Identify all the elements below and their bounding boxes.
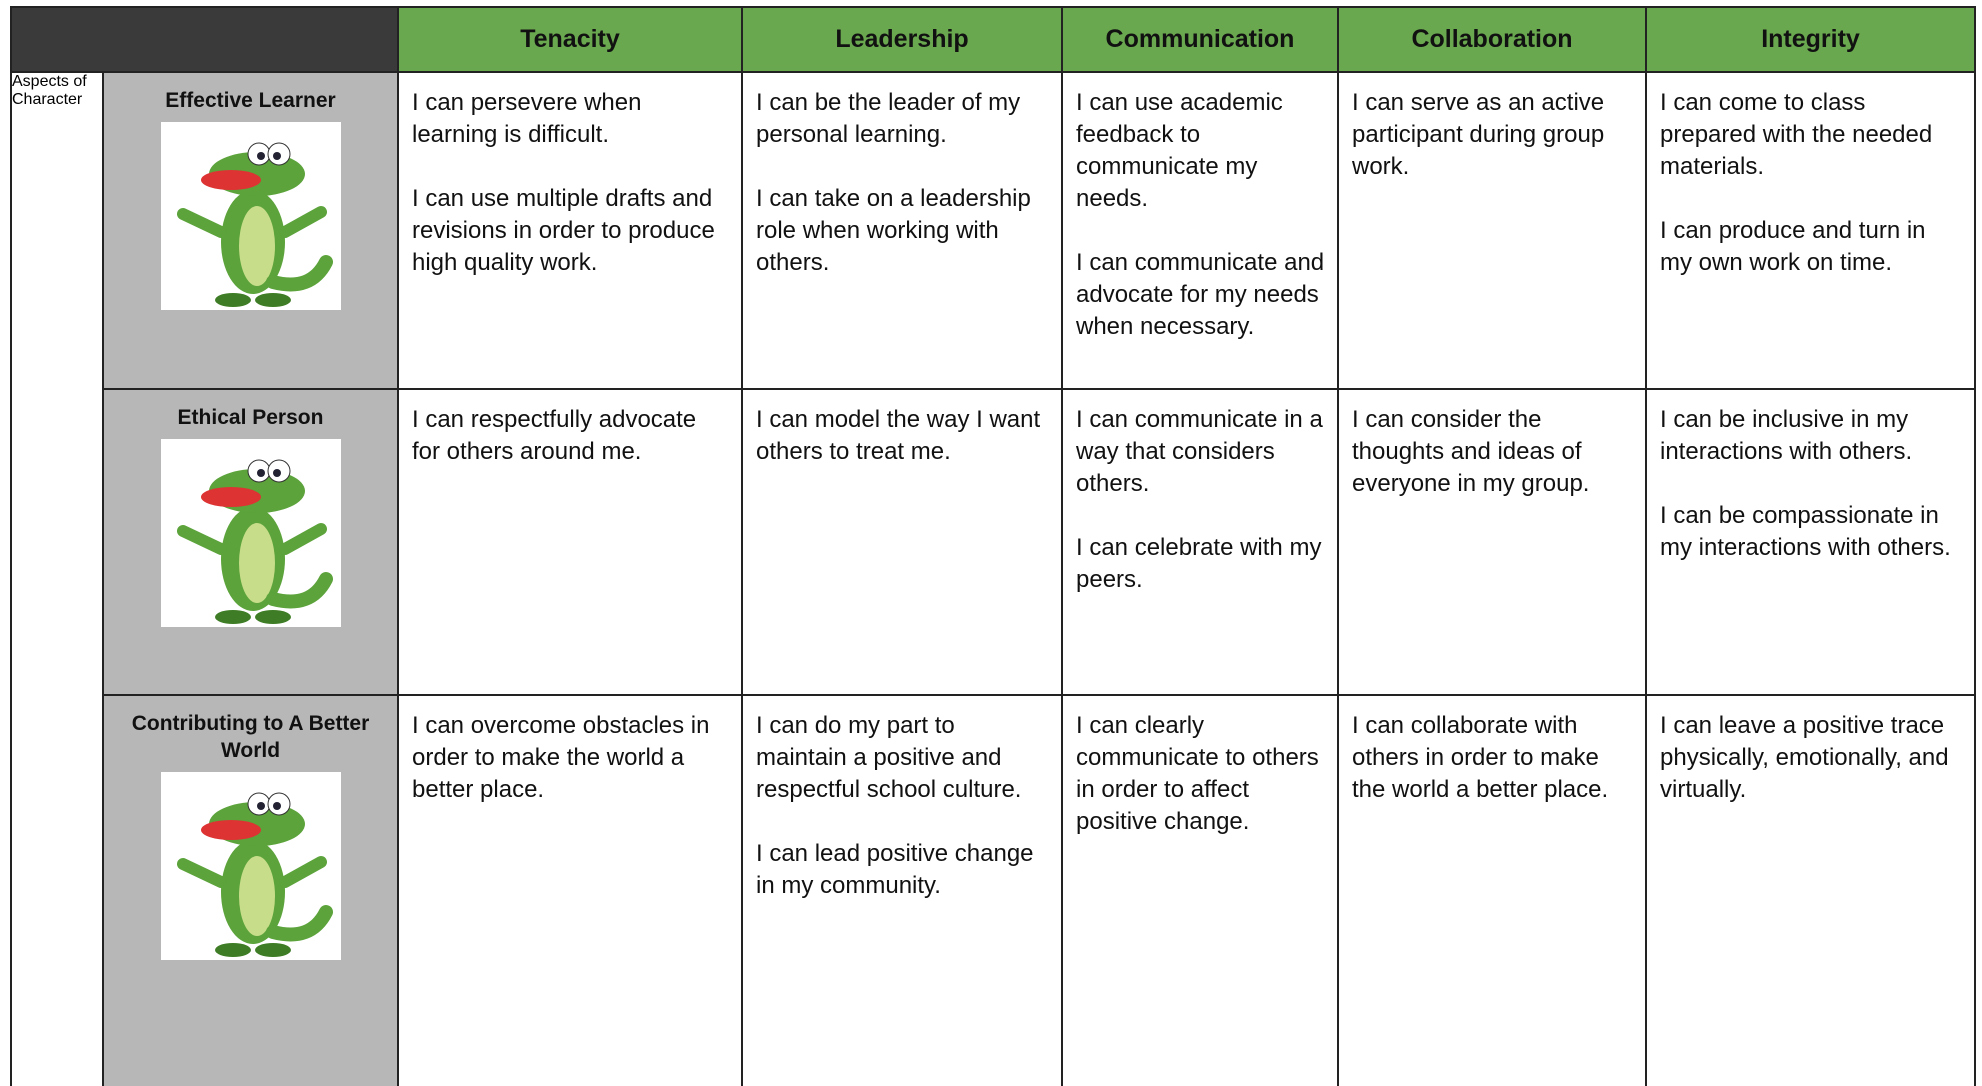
statement-cell: I can consider the thoughts and ideas of… [1337, 388, 1647, 696]
crocodile-image [160, 439, 341, 627]
side-label: Aspects of Character [12, 73, 87, 108]
statement: I can consider the thoughts and ideas of… [1352, 406, 1590, 497]
row-label: Effective Learner [165, 89, 336, 112]
statement-cell: I can come to class prepared with the ne… [1645, 71, 1976, 390]
table-row: Contributing to A Better World I can ove… [11, 694, 1976, 1086]
statement-cell: I can overcome obstacles in order to mak… [397, 694, 743, 1086]
statement: I can clearly communicate to others in o… [1076, 712, 1319, 835]
side-label-cell: Aspects of Character [10, 71, 104, 1086]
row-label-cell: Effective Learner [102, 71, 399, 390]
row-label: Ethical Person [177, 406, 324, 429]
column-header: Leadership [741, 6, 1063, 73]
statement-cell: I can clearly communicate to others in o… [1061, 694, 1339, 1086]
column-header: Collaboration [1337, 6, 1647, 73]
table-row: Ethical Person I can respectfully advoca… [11, 388, 1976, 696]
header-corner [10, 6, 399, 73]
statement-cell: I can use academic feedback to communica… [1061, 71, 1339, 390]
statement-cell: I can serve as an active participant dur… [1337, 71, 1647, 390]
statement-cell: I can be the leader of my personal learn… [741, 71, 1063, 390]
statement: I can use multiple drafts and revisions … [412, 185, 715, 276]
statement: I can communicate and advocate for my ne… [1076, 249, 1325, 340]
statement: I can communicate in a way that consider… [1076, 406, 1323, 497]
row-label-cell: Ethical Person [102, 388, 399, 696]
statement-cell: I can communicate in a way that consider… [1061, 388, 1339, 696]
statement: I can celebrate with my peers. [1076, 534, 1322, 593]
statement: I can persevere when learning is difficu… [412, 89, 642, 148]
statement: I can be the leader of my personal learn… [756, 89, 1021, 148]
column-header: Communication [1061, 6, 1339, 73]
statement-cell: I can respectfully advocate for others a… [397, 388, 743, 696]
character-table: Tenacity Leadership Communication Collabora… [10, 6, 1976, 1086]
statement: I can come to class prepared with the ne… [1660, 89, 1933, 180]
statement-cell: I can do my part to maintain a positive … [741, 694, 1063, 1086]
statement: I can lead positive change in my communi… [756, 840, 1034, 899]
row-label-cell: Contributing to A Better World [102, 694, 399, 1086]
column-header: Integrity [1645, 6, 1976, 73]
statement-cell: I can collaborate with others in order t… [1337, 694, 1647, 1086]
statement: I can do my part to maintain a positive … [756, 712, 1022, 803]
statement: I can be inclusive in my interactions wi… [1660, 406, 1913, 465]
crocodile-image [160, 122, 341, 310]
statement-cell: I can be inclusive in my interactions wi… [1645, 388, 1976, 696]
statement: I can leave a positive trace physically,… [1660, 712, 1949, 803]
statement: I can use academic feedback to communica… [1076, 89, 1283, 212]
crocodile-image [160, 772, 341, 960]
statement: I can respectfully advocate for others a… [412, 406, 697, 465]
statement: I can collaborate with others in order t… [1352, 712, 1609, 803]
row-label: Contributing to A Better World [131, 712, 370, 762]
column-header: Tenacity [397, 6, 743, 73]
statement-cell: I can leave a positive trace physically,… [1645, 694, 1976, 1086]
statement: I can produce and turn in my own work on… [1660, 217, 1926, 276]
table-row: Aspects of Character Effective Learner I … [10, 71, 1976, 1086]
statement: I can be compassionate in my interaction… [1660, 502, 1951, 561]
statement: I can serve as an active participant dur… [1352, 89, 1605, 180]
statement-cell: I can persevere when learning is difficu… [397, 71, 743, 390]
statement: I can take on a leadership role when wor… [756, 185, 1031, 276]
header-row: Tenacity Leadership Communication Collabora… [10, 6, 1976, 73]
statement: I can model the way I want others to tre… [756, 406, 1041, 465]
statement: I can overcome obstacles in order to mak… [412, 712, 710, 803]
statement-cell: I can model the way I want others to tre… [741, 388, 1063, 696]
